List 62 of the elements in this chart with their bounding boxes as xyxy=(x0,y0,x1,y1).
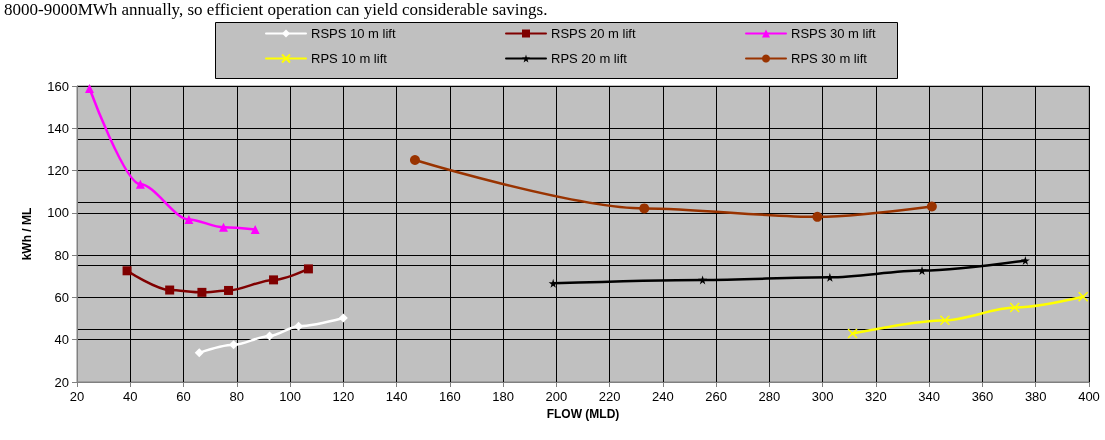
y-tick-label: 120 xyxy=(47,163,69,179)
y-tick-label: 80 xyxy=(54,247,69,263)
legend-label: RSPS 30 m lift xyxy=(791,26,876,41)
point xyxy=(639,203,650,214)
x-tick-label: 360 xyxy=(971,389,994,404)
point xyxy=(135,179,145,189)
point xyxy=(1077,291,1089,303)
x-tick-label: 200 xyxy=(545,389,568,404)
point xyxy=(338,313,348,323)
x-axis-title: FLOW (MLD) xyxy=(546,406,620,421)
point xyxy=(224,285,234,295)
text: 8000-9000MWh annually, so efficient operation can yield considerable savings. xyxy=(4,0,548,19)
y-tick-label: 20 xyxy=(54,374,69,390)
point xyxy=(1020,255,1030,265)
point xyxy=(197,287,207,297)
y-tick-label: 160 xyxy=(47,78,69,94)
x-tick-label: 60 xyxy=(176,389,191,404)
legend-label: RSPS 10 m lift xyxy=(311,26,396,41)
point xyxy=(409,155,420,165)
y-tick-label: 100 xyxy=(47,205,69,221)
x-tick-label: 300 xyxy=(811,389,834,404)
x-tick-label: 140 xyxy=(385,389,408,404)
point xyxy=(265,331,275,341)
x-tick-label: 120 xyxy=(332,389,355,404)
point xyxy=(165,285,175,295)
point xyxy=(184,214,194,224)
x-tick-label: 400 xyxy=(1078,389,1100,404)
point xyxy=(812,211,823,222)
x-tick-label: 280 xyxy=(758,389,781,404)
point xyxy=(122,266,132,276)
legend-label: RSPS 20 m lift xyxy=(551,26,636,41)
y-tick-label: 40 xyxy=(54,332,69,348)
point xyxy=(847,328,858,339)
x-tick-label: 180 xyxy=(492,389,514,404)
point xyxy=(250,225,260,235)
legend-label: RPS 20 m lift xyxy=(551,51,628,66)
x-tick-label: 80 xyxy=(229,389,245,404)
point xyxy=(85,84,95,94)
point xyxy=(229,340,239,350)
y-tick-label: 60 xyxy=(54,289,69,305)
x-tick-label: 320 xyxy=(865,389,887,404)
y-axis-title: kWh / ML xyxy=(20,207,34,261)
x-tick-label: 240 xyxy=(652,389,674,404)
point xyxy=(194,348,204,358)
point xyxy=(269,275,279,285)
legend-label: RPS 10 m lift xyxy=(311,51,388,66)
point xyxy=(698,275,708,285)
point xyxy=(1009,302,1020,313)
x-tick-label: 40 xyxy=(123,389,138,404)
point xyxy=(926,201,937,212)
x-tick-label: 100 xyxy=(279,389,301,404)
x-tick-label: 260 xyxy=(705,389,728,404)
x-tick-label: 20 xyxy=(69,389,85,404)
point xyxy=(218,222,228,232)
point xyxy=(303,264,313,274)
legend-label: RPS 30 m lift xyxy=(791,51,868,66)
x-tick-label: 340 xyxy=(918,389,941,404)
x-tick-label: 220 xyxy=(598,389,621,404)
x-tick-label: 160 xyxy=(438,389,461,404)
y-tick-label: 140 xyxy=(47,120,69,136)
point xyxy=(939,315,951,326)
x-tick-label: 380 xyxy=(1024,389,1047,404)
